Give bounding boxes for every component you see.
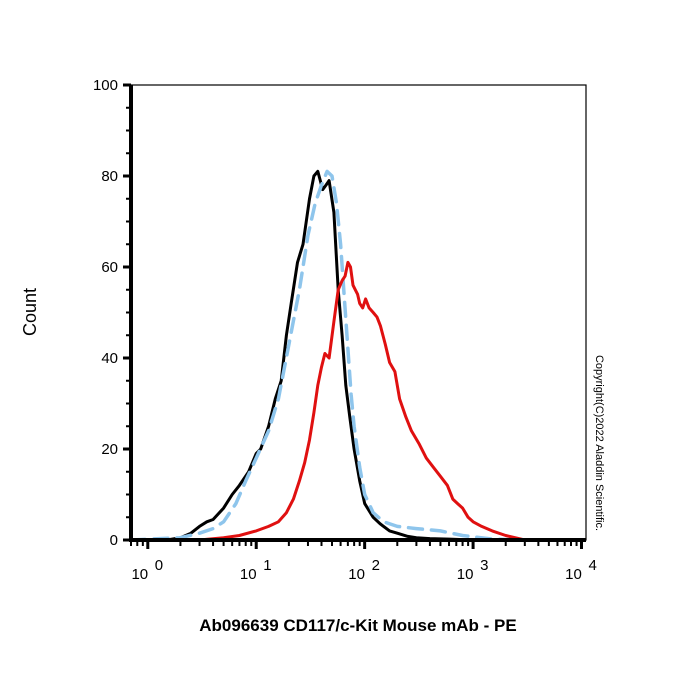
y-tick-label: 20	[101, 441, 118, 458]
series-line-3	[129, 260, 583, 542]
y-tick-label: 100	[93, 77, 118, 94]
x-tick-exponent: 3	[480, 557, 488, 574]
x-tick-exponent: 0	[155, 557, 163, 574]
y-tick-label: 40	[101, 350, 118, 367]
x-tick-exponent: 4	[589, 557, 597, 574]
x-tick-label: 10	[240, 566, 257, 583]
series-layer	[129, 169, 583, 542]
x-tick-label: 10	[131, 566, 148, 583]
x-tick-label: 10	[348, 566, 365, 583]
x-ticks-layer: 10 0 10 1 10 2 10 3 10 4	[130, 540, 597, 583]
y-tick-label: 0	[110, 532, 118, 549]
x-tick-exponent: 1	[263, 557, 271, 574]
y-tick-label: 80	[101, 168, 118, 185]
series-line-1	[129, 169, 527, 542]
x-tick-label: 10	[565, 566, 582, 583]
y-tick-label: 60	[101, 259, 118, 276]
copyright-annotation: Copyright(C)2022 Aladdin Scientific.	[593, 355, 605, 531]
x-tick-label: 10	[457, 566, 474, 583]
x-axis-title: Ab096639 CD117/c-Kit Mouse mAb - PE	[199, 616, 516, 635]
y-ticks-layer: 0 20 40 60 80 100	[93, 77, 131, 549]
x-tick-exponent: 2	[372, 557, 380, 574]
series-line-2	[129, 169, 527, 542]
y-axis-title: Count	[20, 288, 40, 336]
